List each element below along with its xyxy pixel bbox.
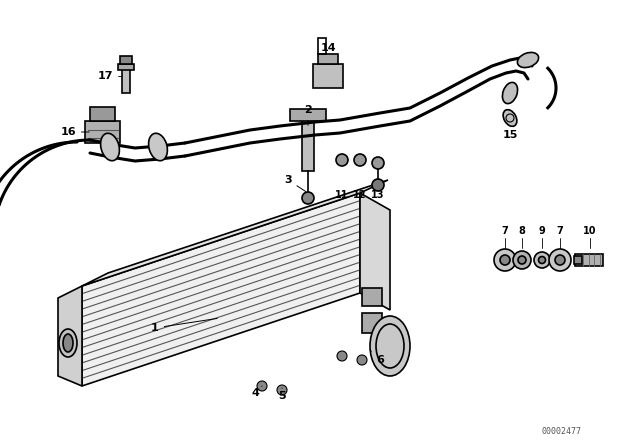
Circle shape bbox=[357, 355, 367, 365]
Bar bbox=[118, 64, 134, 70]
Bar bbox=[575, 254, 603, 266]
Circle shape bbox=[354, 154, 366, 166]
Circle shape bbox=[302, 192, 314, 204]
Ellipse shape bbox=[518, 256, 526, 264]
Polygon shape bbox=[82, 193, 360, 386]
Bar bbox=[290, 109, 326, 121]
Circle shape bbox=[372, 157, 384, 169]
Text: 7: 7 bbox=[557, 226, 563, 236]
Bar bbox=[85, 121, 120, 143]
Text: 11: 11 bbox=[335, 190, 349, 200]
Text: 16: 16 bbox=[60, 127, 89, 137]
Text: 10: 10 bbox=[583, 226, 596, 236]
Ellipse shape bbox=[538, 257, 545, 263]
Bar bbox=[362, 313, 382, 333]
Circle shape bbox=[337, 351, 347, 361]
Bar bbox=[90, 107, 115, 121]
Text: 17: 17 bbox=[97, 71, 113, 81]
Text: 12: 12 bbox=[353, 190, 367, 200]
Ellipse shape bbox=[59, 329, 77, 357]
Bar bbox=[122, 68, 130, 93]
Text: 7: 7 bbox=[502, 226, 508, 236]
Text: 14: 14 bbox=[320, 43, 336, 53]
Text: 15: 15 bbox=[502, 130, 518, 140]
Ellipse shape bbox=[513, 251, 531, 269]
Ellipse shape bbox=[63, 334, 73, 352]
Text: 13: 13 bbox=[371, 190, 385, 200]
Ellipse shape bbox=[517, 52, 539, 68]
Bar bbox=[574, 256, 582, 264]
Polygon shape bbox=[360, 193, 390, 310]
Text: 5: 5 bbox=[278, 388, 286, 401]
Ellipse shape bbox=[502, 82, 518, 103]
Ellipse shape bbox=[534, 252, 550, 268]
Circle shape bbox=[277, 385, 287, 395]
Text: 3: 3 bbox=[284, 175, 306, 191]
Circle shape bbox=[257, 381, 267, 391]
Bar bbox=[302, 115, 314, 171]
Ellipse shape bbox=[148, 133, 168, 161]
Bar bbox=[318, 38, 326, 54]
Bar bbox=[362, 288, 382, 306]
Polygon shape bbox=[82, 180, 388, 286]
Polygon shape bbox=[58, 286, 82, 386]
Circle shape bbox=[336, 154, 348, 166]
Ellipse shape bbox=[555, 255, 565, 265]
Ellipse shape bbox=[370, 316, 410, 376]
Bar bbox=[313, 64, 343, 88]
Ellipse shape bbox=[500, 255, 510, 265]
Bar bbox=[120, 56, 132, 64]
Text: 9: 9 bbox=[539, 226, 545, 236]
Circle shape bbox=[372, 179, 384, 191]
Ellipse shape bbox=[503, 110, 517, 126]
Text: 2: 2 bbox=[304, 105, 312, 125]
Text: 8: 8 bbox=[518, 226, 525, 236]
Text: 00002477: 00002477 bbox=[542, 427, 582, 436]
Text: 4: 4 bbox=[251, 386, 262, 398]
Ellipse shape bbox=[494, 249, 516, 271]
Ellipse shape bbox=[549, 249, 571, 271]
Bar bbox=[318, 54, 338, 64]
Text: 6: 6 bbox=[370, 350, 384, 365]
Ellipse shape bbox=[100, 133, 120, 161]
Text: 1: 1 bbox=[151, 319, 217, 333]
